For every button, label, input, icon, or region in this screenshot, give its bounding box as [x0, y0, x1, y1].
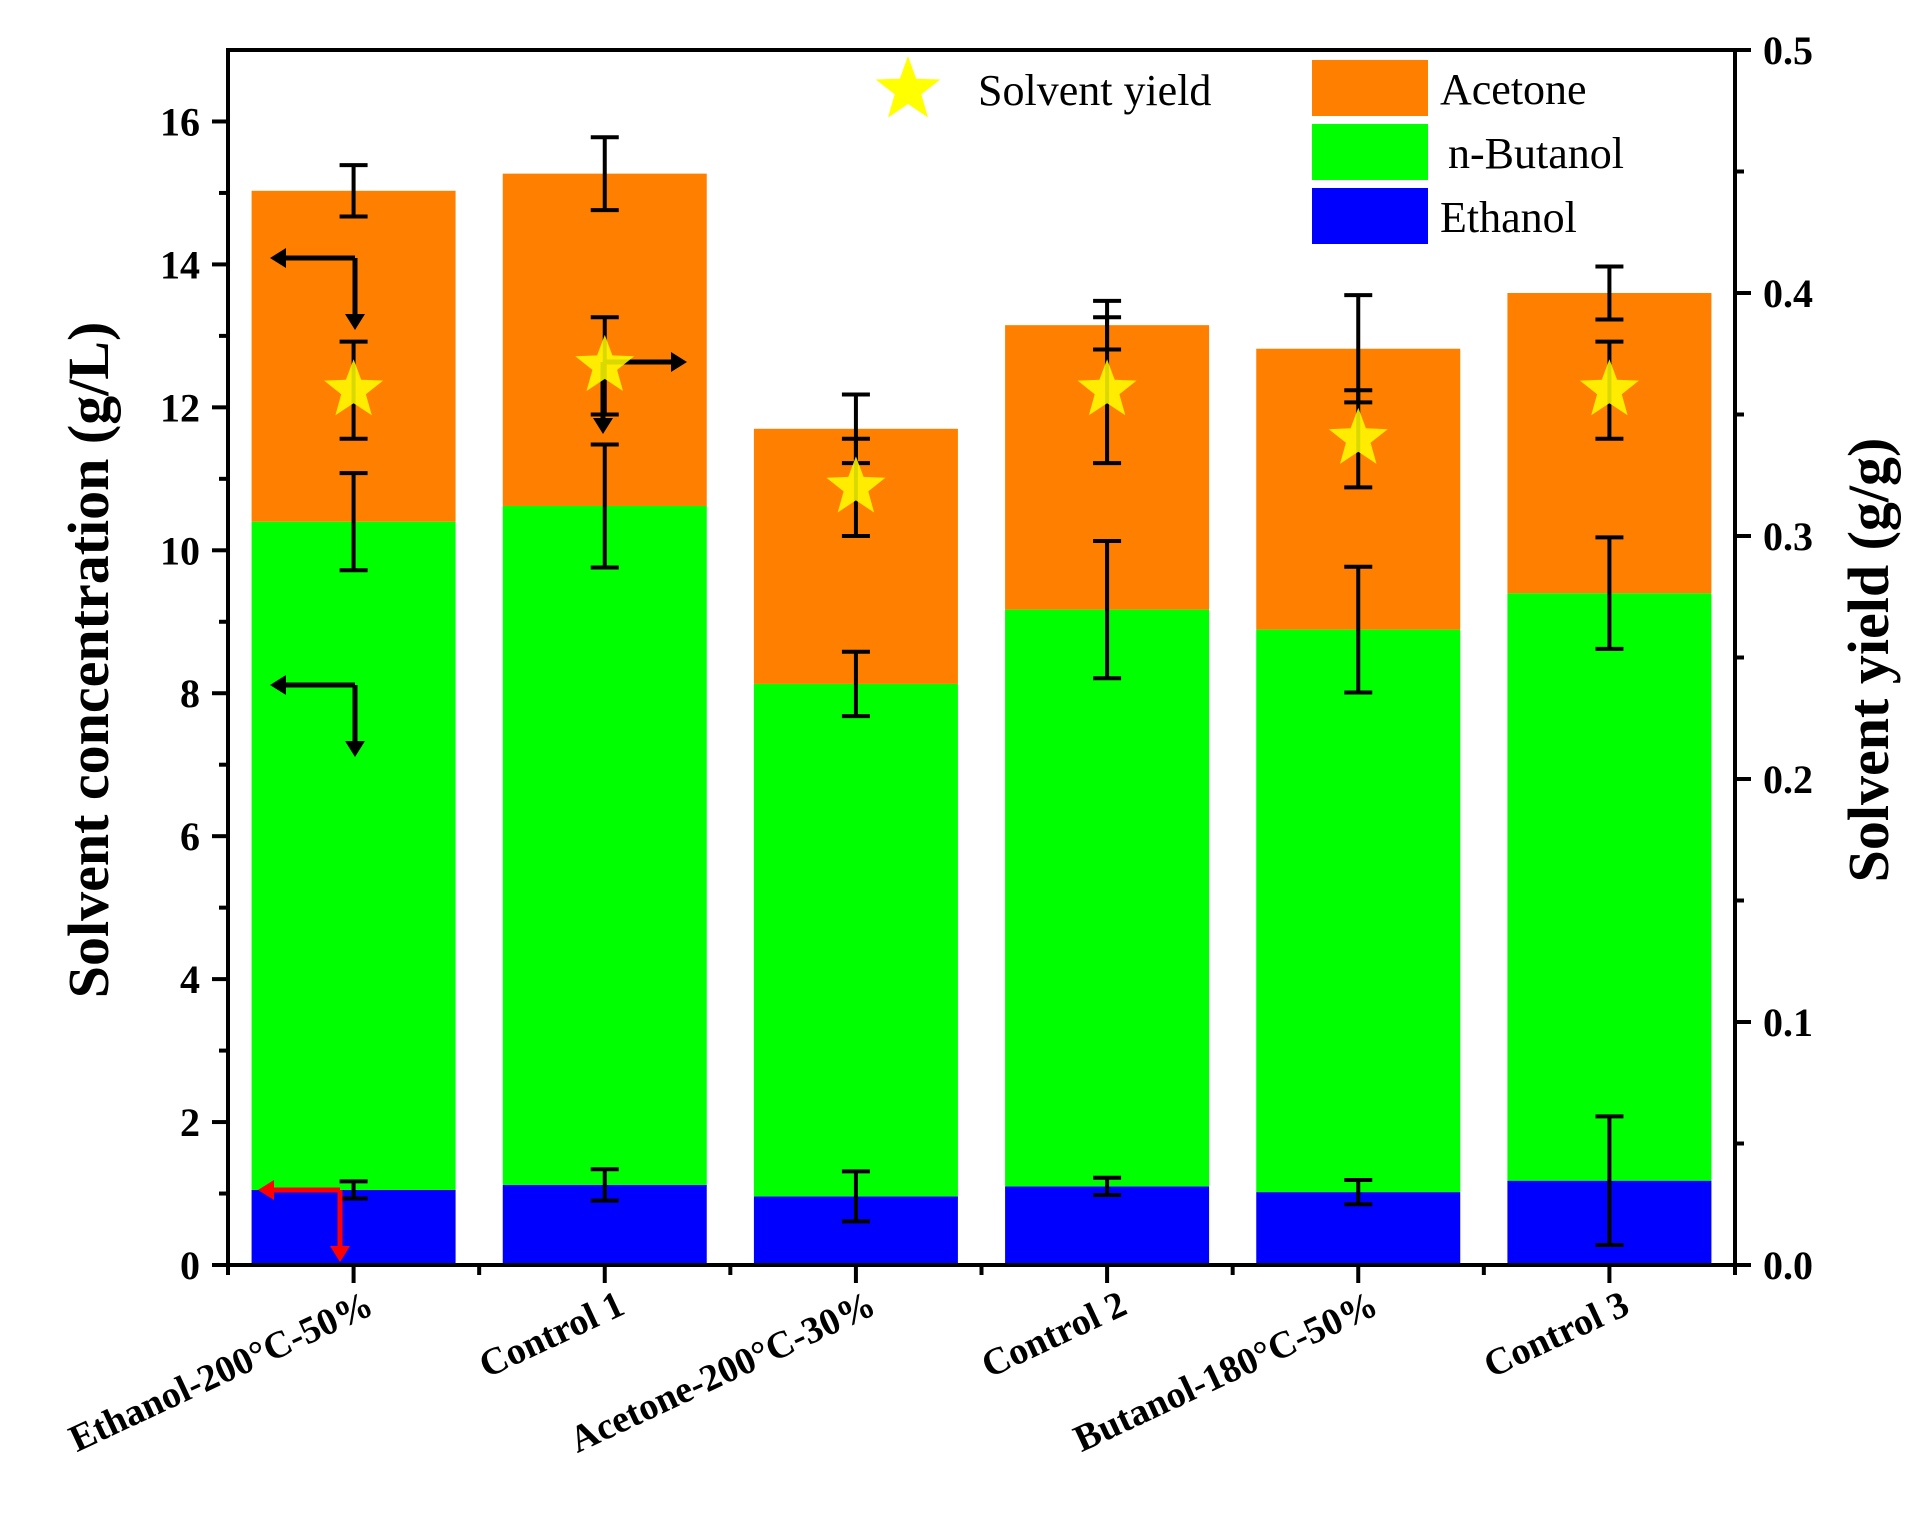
bar-n-butanol-2	[753, 683, 958, 1197]
yield-star-0	[324, 359, 384, 416]
x-tick-label-0: Ethanol-200°C-50%	[63, 1283, 380, 1460]
y-tick-label-6: 12	[160, 385, 200, 430]
x-tick-label-5: Control 3	[1477, 1283, 1635, 1386]
yield-star-2	[826, 456, 886, 513]
legend-label-solvent-yield: Solvent yield	[978, 66, 1211, 115]
down-arrowhead-middle	[345, 741, 365, 757]
ethanol-arrowhead-down	[330, 1246, 350, 1262]
x-tick-label-1: Control 1	[473, 1283, 631, 1386]
y-tick-label-0: 0	[180, 1243, 200, 1288]
error-bar-ethanol-2	[841, 1169, 870, 1224]
y-tick-label-3: 6	[180, 814, 200, 859]
legend-entry-ethanol: Ethanol	[1312, 188, 1577, 244]
ethanol-arrow	[268, 1187, 343, 1250]
axis-arrows-layer	[258, 248, 687, 1262]
error-bar-acetone-0	[339, 163, 368, 219]
y-tick-label-4: 8	[180, 671, 200, 716]
left-axis-arrowhead-middle	[270, 675, 286, 695]
x-tick-label-3: Control 2	[975, 1283, 1133, 1386]
legend-entry-acetone: Acetone	[1312, 60, 1587, 116]
bar-n-butanol-3	[1005, 609, 1210, 1187]
y2-tick-label-2: 0.2	[1763, 757, 1813, 802]
error-bar-ethanol-0	[339, 1179, 368, 1201]
left-axis-arrow-middle	[278, 682, 358, 745]
y2-tick-label-1: 0.1	[1763, 1000, 1813, 1045]
bar-n-butanol-0	[251, 521, 456, 1190]
error-bar-n-butanol-5	[1595, 535, 1624, 651]
solvent-yield-stars	[324, 334, 1639, 513]
left-axis-arrow-upper	[278, 255, 358, 318]
bar-n-butanol-4	[1256, 629, 1461, 1193]
legend-label-n-butanol: n-Butanol	[1448, 129, 1624, 178]
y2-axis-title: Solvent yield (g/g)	[1836, 438, 1901, 883]
error-bar-acetone-1	[590, 135, 619, 213]
y2-tick-label-4: 0.4	[1763, 271, 1813, 316]
legend-label-acetone: Acetone	[1440, 65, 1587, 114]
y-tick-label-7: 14	[160, 242, 200, 287]
error-bar-n-butanol-0	[339, 471, 368, 573]
y-axis-title: Solvent concentration (g/L)	[56, 322, 121, 999]
y2-tick-label-0: 0.0	[1763, 1243, 1813, 1288]
bar-ethanol-3	[1005, 1186, 1210, 1265]
legend-swatch-acetone	[1312, 60, 1428, 116]
legend-entry-n-butanol: n-Butanol	[1312, 124, 1624, 180]
error-bar-ethanol-1	[590, 1167, 619, 1203]
yield-star-4	[1328, 407, 1388, 464]
yield-star-3	[1077, 359, 1137, 416]
yield-star-5	[1579, 359, 1639, 416]
error-bar-n-butanol-2	[841, 649, 870, 719]
down-arrowhead-upper	[345, 314, 365, 330]
y-tick-label-1: 2	[180, 1100, 200, 1145]
ethanol-arrowhead-left	[258, 1180, 274, 1200]
error-bar-ethanol-3	[1093, 1175, 1122, 1197]
right-axis-arrowhead	[671, 352, 687, 372]
error-bar-n-butanol-4	[1344, 564, 1373, 695]
legend-swatch-n-butanol	[1312, 124, 1428, 180]
bars-layer	[251, 173, 1712, 1265]
legend-label-ethanol: Ethanol	[1440, 193, 1577, 242]
error-bar-ethanol-5	[1595, 1114, 1624, 1247]
legend-entry-solvent-yield: Solvent yield	[875, 56, 1211, 118]
error-bar-n-butanol-3	[1093, 539, 1122, 681]
y2-tick-label-3: 0.3	[1763, 514, 1813, 559]
bar-n-butanol-1	[502, 505, 707, 1185]
y-tick-label-5: 10	[160, 528, 200, 573]
down-arrowhead-right	[593, 418, 613, 434]
y-tick-label-2: 4	[180, 957, 200, 1002]
left-axis-arrowhead-upper	[270, 248, 286, 268]
y-tick-label-8: 16	[160, 99, 200, 144]
bar-ethanol-0	[251, 1189, 456, 1265]
error-bar-ethanol-4	[1344, 1177, 1373, 1207]
bar-n-butanol-5	[1507, 593, 1712, 1181]
legend-star-marker	[875, 56, 941, 118]
error-bar-n-butanol-1	[590, 442, 619, 570]
y2-tick-label-5: 0.5	[1763, 28, 1813, 73]
yield-star-1	[575, 334, 635, 391]
legend: Solvent yield Acetone n-Butanol Ethanol	[875, 56, 1624, 244]
legend-swatch-ethanol	[1312, 188, 1428, 244]
error-bar-acetone-5	[1595, 264, 1624, 322]
